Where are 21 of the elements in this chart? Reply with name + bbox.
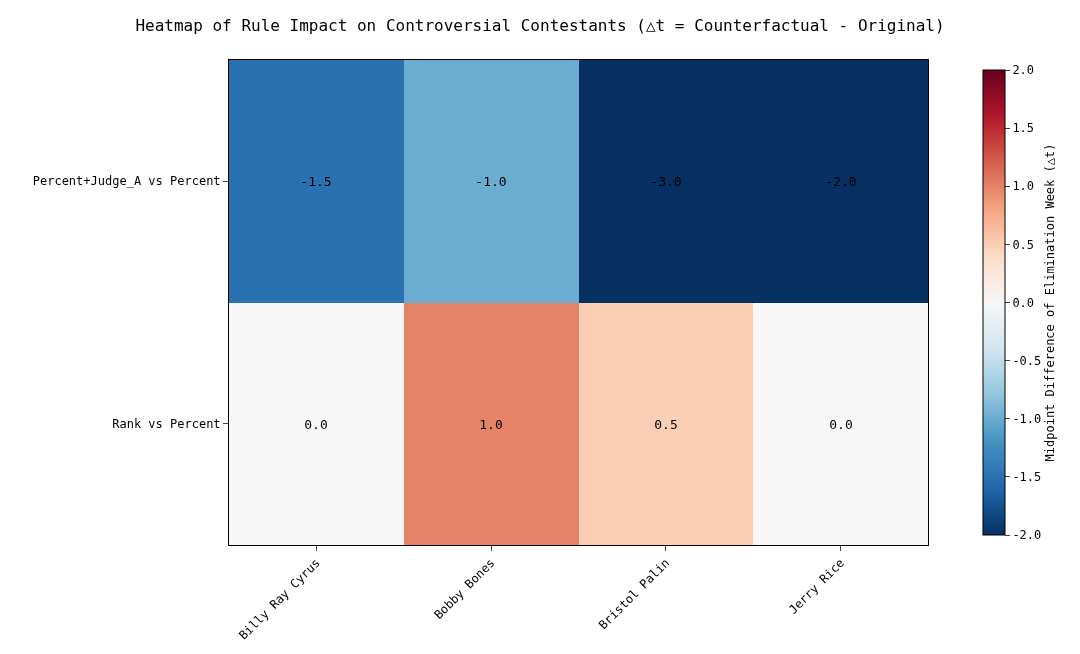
color-bar-label: 2.0 <box>1012 63 1035 78</box>
data-label: 1.0 <box>479 416 503 432</box>
color-bar-title: Midpoint Difference of Elimination Week (△t) <box>1043 143 1058 462</box>
data-label: 0.0 <box>829 416 853 432</box>
chart-title: Heatmap of Rule Impact on Controversial Contestants (△t = Counterfactual - Original) <box>135 15 945 35</box>
y-tick-label: Percent+Judge_A vs Percent <box>32 174 221 189</box>
data-label: -3.0 <box>650 173 682 189</box>
data-label: 0.0 <box>304 416 328 432</box>
data-label: -1.5 <box>300 173 332 189</box>
color-bar-label: -1.5 <box>1012 470 1042 485</box>
color-bar-label: -0.5 <box>1012 353 1042 368</box>
color-bar-label: 0.5 <box>1012 237 1035 252</box>
data-label: 0.5 <box>654 416 678 432</box>
data-label: -2.0 <box>825 173 857 189</box>
color-bar-label: 0.0 <box>1012 295 1035 310</box>
y-tick-label: Rank vs Percent <box>112 416 221 431</box>
data-label: -1.0 <box>475 173 507 189</box>
color-bar-label: -1.0 <box>1012 411 1042 426</box>
color-bar-label: -2.0 <box>1012 528 1042 543</box>
color-bar-label: 1.0 <box>1012 179 1035 194</box>
color-bar-label: 1.5 <box>1012 121 1035 136</box>
